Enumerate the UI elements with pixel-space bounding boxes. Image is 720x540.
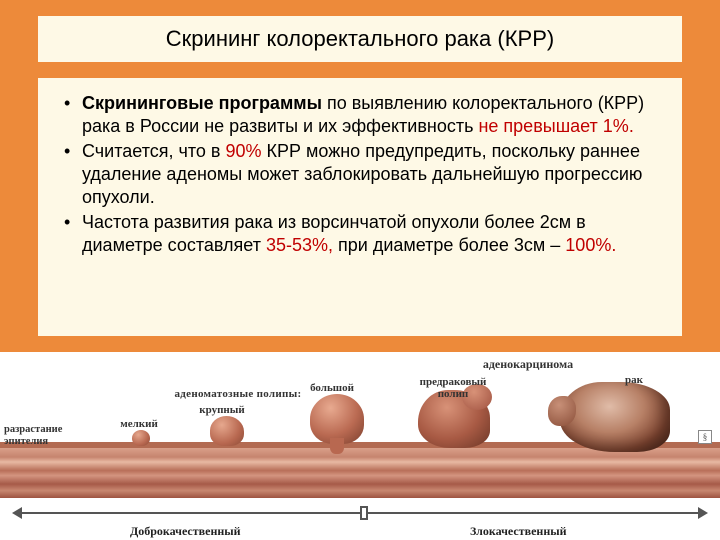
label-cancer: рак — [614, 374, 654, 386]
label-adenocarcinoma: аденокарцинома — [468, 358, 588, 371]
axis — [14, 504, 706, 522]
bullet-item: Скрининговые программы по выявлению коло… — [68, 92, 664, 138]
label-precancer: предраковый полип — [408, 376, 498, 400]
text-segment: не превышает 1%. — [478, 116, 633, 136]
axis-label-malignant: Злокачественный — [470, 524, 567, 539]
text-segment: 90% — [225, 141, 261, 161]
text-segment: 35-53%, — [266, 235, 333, 255]
slide-title: Скрининг колоректального рака (КРР) — [166, 26, 554, 52]
text-segment: 100%. — [565, 235, 616, 255]
progression-diagram: аденоматозные полипы: мелкий крупный бол… — [0, 352, 720, 540]
label-medium: крупный — [192, 404, 252, 416]
tissue-band — [0, 448, 720, 498]
text-segment: Скрининговые программы — [82, 93, 322, 113]
label-epithelium: разрастание эпителия — [4, 424, 94, 447]
label-large: большой — [302, 382, 362, 394]
bullet-list: Скрининговые программы по выявлению коло… — [68, 92, 664, 257]
polyp-small — [132, 430, 150, 446]
title-box: Скрининг колоректального рака (КРР) — [38, 16, 682, 62]
bullet-item: Считается, что в 90% КРР можно предупред… — [68, 140, 664, 209]
text-segment: Считается, что в — [82, 141, 225, 161]
content-box: Скрининговые программы по выявлению коло… — [38, 78, 682, 336]
axis-center-mark — [360, 506, 368, 520]
label-adenomatous-polyps: аденоматозные полипы: — [168, 388, 308, 400]
polyp-large — [310, 394, 364, 444]
tumor-cancer — [560, 382, 670, 452]
bullet-item: Частота развития рака из ворсинчатой опу… — [68, 211, 664, 257]
corner-mark: § — [698, 430, 712, 444]
axis-label-benign: Доброкачественный — [130, 524, 241, 539]
polyp-medium — [210, 416, 244, 446]
text-segment: при диаметре более 3см – — [333, 235, 565, 255]
label-small: мелкий — [114, 418, 164, 430]
